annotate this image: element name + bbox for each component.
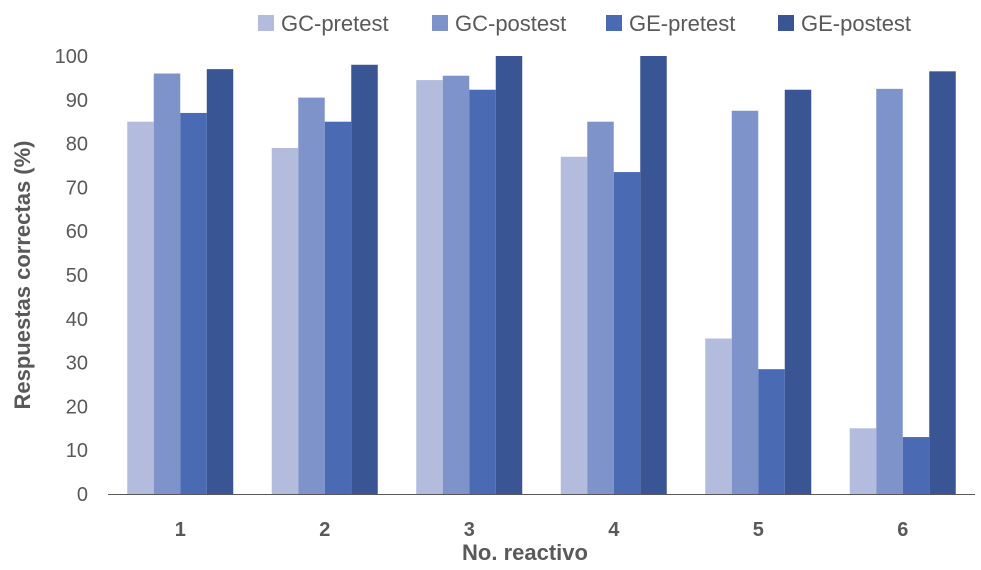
y-axis: 0 10 20 30 40 50 60 70 80 90 100 (55, 46, 88, 506)
y-axis-title: Respuestas correctas (%) (10, 140, 35, 409)
bar-gc-postest-3 (442, 75, 470, 495)
legend-item-gc-postest: GC-postest (432, 11, 566, 36)
legend-item-ge-postest: GE-postest (778, 11, 911, 36)
bar-ge-pretest-3 (469, 89, 496, 494)
bar-ge-pretest-5 (758, 369, 785, 494)
bar-ge-postest-2 (351, 64, 378, 494)
legend-label: GE-postest (801, 11, 911, 36)
x-axis-title: No. reactivo (462, 540, 588, 565)
legend-swatch (778, 15, 794, 31)
bar-gc-postest-6 (876, 88, 903, 494)
bar-gc-postest-2 (298, 97, 325, 495)
legend-item-ge-pretest: GE-pretest (606, 11, 735, 36)
y-tick-label: 50 (66, 265, 88, 287)
bar-ge-pretest-4 (613, 172, 641, 494)
bar-ge-postest-1 (206, 69, 234, 494)
y-tick-label: 0 (77, 484, 88, 506)
bar-ge-pretest-6 (902, 437, 930, 494)
x-tick-label: 4 (608, 519, 620, 541)
legend-label: GE-pretest (629, 11, 735, 36)
legend-swatch (606, 15, 622, 31)
bar-ge-postest-5 (784, 89, 812, 494)
y-tick-label: 100 (55, 46, 88, 68)
y-tick-label: 20 (66, 396, 88, 418)
bars (127, 56, 956, 495)
bar-ge-postest-3 (495, 56, 523, 494)
legend-label: GC-postest (455, 11, 566, 36)
y-tick-label: 40 (66, 309, 88, 331)
y-tick-label: 10 (66, 440, 88, 462)
bar-ge-postest-6 (929, 71, 956, 494)
y-tick-label: 90 (66, 90, 88, 112)
x-tick-label: 5 (753, 519, 764, 541)
bar-gc-pretest-1 (127, 121, 154, 494)
y-tick-label: 70 (66, 177, 88, 199)
bar-gc-pretest-5 (705, 338, 732, 494)
x-tick-label: 2 (319, 519, 330, 541)
y-tick-label: 80 (66, 134, 88, 156)
y-tick-label: 30 (66, 353, 88, 375)
bar-gc-postest-5 (731, 110, 759, 494)
legend-swatch (432, 15, 448, 31)
y-tick-label: 60 (66, 221, 88, 243)
bar-gc-pretest-4 (560, 156, 588, 495)
bar-ge-postest-4 (640, 56, 667, 494)
legend-label: GC-pretest (281, 11, 389, 36)
legend-item-gc-pretest: GC-pretest (258, 11, 389, 36)
bar-gc-postest-4 (587, 121, 614, 494)
bar-ge-pretest-1 (180, 112, 207, 494)
legend-swatch (258, 15, 274, 31)
bar-gc-pretest-2 (271, 147, 299, 495)
x-axis: 1 2 3 4 5 6 (108, 494, 975, 541)
bar-ge-pretest-2 (324, 121, 352, 494)
bar-gc-pretest-6 (849, 428, 877, 494)
x-tick-label: 1 (175, 519, 186, 541)
legend: GC-pretest GC-postest GE-pretest GE-postest (258, 11, 911, 36)
x-tick-label: 3 (464, 519, 475, 541)
bar-gc-pretest-3 (416, 80, 443, 494)
x-tick-label: 6 (897, 519, 908, 541)
bar-gc-postest-1 (153, 73, 181, 495)
